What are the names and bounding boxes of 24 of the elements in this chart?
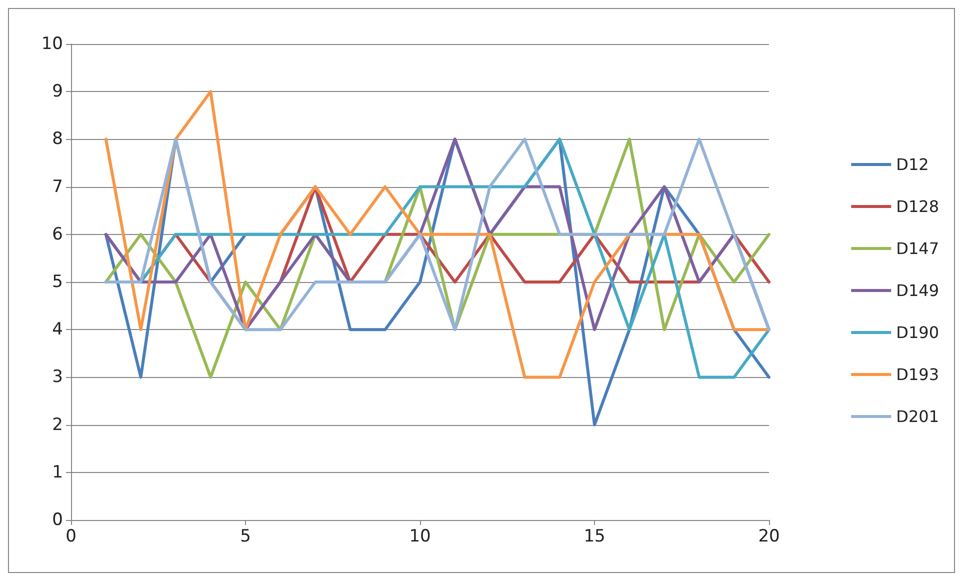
legend-label: D128 xyxy=(896,197,939,216)
y-tick-label: 3 xyxy=(52,367,63,388)
y-tick-label: 1 xyxy=(52,462,63,482)
y-tick-label: 9 xyxy=(52,82,63,102)
legend-label: D190 xyxy=(896,323,939,342)
y-tick-label: 8 xyxy=(52,129,63,150)
x-tick-label: 10 xyxy=(409,526,431,546)
y-tick-label: 4 xyxy=(52,320,63,340)
y-tick-label: 10 xyxy=(41,34,63,54)
y-tick-label: 6 xyxy=(52,224,63,244)
y-tick-label: 0 xyxy=(52,510,63,530)
legend-label: D201 xyxy=(896,407,939,426)
y-tick-label: 7 xyxy=(52,176,63,197)
legend-label: D12 xyxy=(896,155,929,174)
legend-label: D193 xyxy=(896,365,939,384)
y-tick-label: 2 xyxy=(52,414,63,435)
y-tick-label: 5 xyxy=(52,272,63,292)
x-tick-label: 0 xyxy=(66,526,76,546)
x-tick-label: 5 xyxy=(240,526,251,546)
x-tick-label: 15 xyxy=(584,526,606,546)
legend-label: D147 xyxy=(896,239,939,258)
x-tick-label: 20 xyxy=(758,526,780,546)
legend-label: D149 xyxy=(896,281,939,300)
line-series xyxy=(104,90,770,379)
